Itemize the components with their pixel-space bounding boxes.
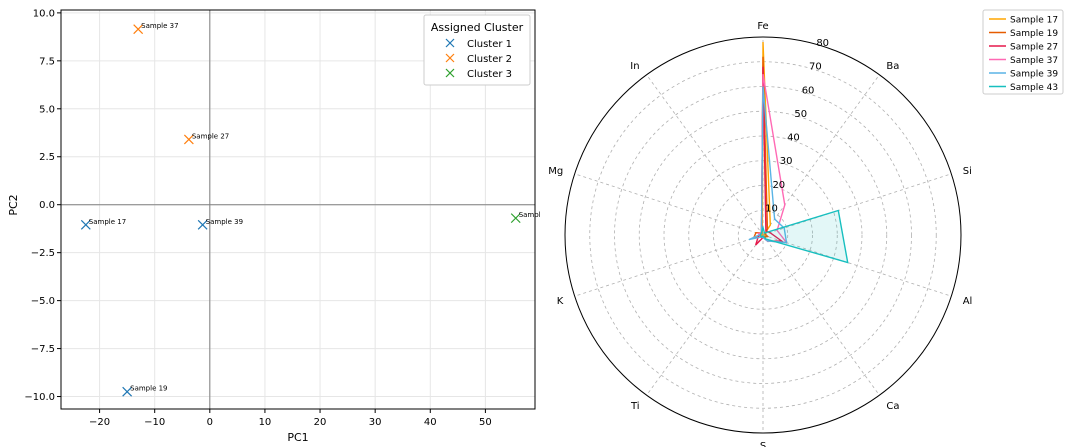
- radial-gridcircle: [663, 135, 863, 335]
- spoke-line: [646, 234, 764, 396]
- legend-entry-label: Sample 39: [1010, 70, 1058, 80]
- legend-entry-label: Cluster 3: [467, 69, 512, 80]
- x-tick-label: −20: [89, 417, 110, 428]
- scatter-y-axis: 10.0 7.5 5.0 2.5 0.0 −2.5 −5.0 −7.5 −10.0: [24, 8, 61, 403]
- radar-series: [748, 41, 849, 264]
- y-tick-label: −10.0: [24, 392, 55, 403]
- legend-entry-label: Cluster 1: [467, 39, 512, 50]
- axis-label: K: [557, 296, 564, 307]
- scatter-points: Sample 37 Sample 27 Sample 17 Sample 39 Samp…: [80, 22, 540, 397]
- y-tick-label: 10.0: [33, 8, 55, 19]
- scatter-point-stroke-b: [133, 24, 144, 35]
- pca-scatter-chart: −20 −10 0 10 20 30 40 50 10.0 7.5 5.0 2.5 0.0 −2.5 −5…: [7, 8, 540, 444]
- axis-label: Si: [963, 166, 972, 177]
- scatter-point: [510, 213, 521, 224]
- scatter-point: [133, 24, 144, 35]
- radial-tick-label: 50: [794, 109, 807, 120]
- scatter-point: [80, 219, 91, 230]
- scatter-point: [197, 219, 208, 230]
- scatter-zero-lines: [61, 10, 535, 409]
- legend-entry-label: Sample 17: [1010, 16, 1058, 26]
- legend-marker: [445, 38, 455, 48]
- legend-marker-stroke-b: [445, 68, 455, 78]
- axis-label: S: [760, 441, 766, 447]
- point-label: Sample 39: [206, 218, 243, 226]
- spoke-line: [762, 173, 952, 236]
- radial-tick-label: 70: [809, 62, 822, 73]
- radar-series-line: [759, 209, 849, 264]
- point-label: Sample 19: [130, 385, 167, 393]
- radar-outer-circle: [564, 36, 962, 434]
- x-tick-label: 30: [369, 417, 382, 428]
- scatter-point: [122, 386, 133, 397]
- radar-radial-tick-labels: 10 20 30 40 50 60 70 80: [765, 38, 829, 215]
- spoke-line: [762, 234, 952, 297]
- y-tick-label: 5.0: [39, 104, 55, 115]
- x-tick-label: 0: [207, 417, 213, 428]
- legend-box: [423, 14, 531, 86]
- legend-marker: [445, 68, 455, 78]
- y-tick-label: −7.5: [31, 344, 55, 355]
- radial-tick-label: 80: [816, 38, 829, 49]
- x-tick-label: 10: [259, 417, 272, 428]
- point-label: Sample 27: [192, 132, 229, 140]
- axis-label: Al: [963, 296, 973, 307]
- radial-gridcircle: [713, 185, 813, 285]
- y-tick-label: 0.0: [39, 200, 55, 211]
- scatter-point-stroke-b: [197, 219, 208, 230]
- legend-marker-stroke-b: [445, 38, 455, 48]
- spoke-line: [762, 234, 880, 396]
- legend-entry-label: Sample 27: [1010, 43, 1058, 53]
- spoke-line: [646, 74, 764, 236]
- scatter-point-stroke-b: [510, 213, 521, 224]
- scatter-plot-frame: [60, 9, 536, 410]
- spoke-line: [574, 173, 764, 236]
- x-tick-label: 50: [479, 417, 492, 428]
- legend-entry-label: Cluster 2: [467, 54, 512, 65]
- x-tick-label: 40: [424, 417, 437, 428]
- radial-tick-label: 30: [780, 156, 793, 167]
- axis-label: Mg: [548, 166, 563, 177]
- axis-label: Ca: [886, 401, 899, 412]
- sample-legend: Sample 17 Sample 19 Sample 27 Sample 37 Samp…: [982, 9, 1064, 95]
- y-tick-label: −2.5: [31, 248, 55, 259]
- radial-tick-label: 40: [787, 133, 800, 144]
- point-label: Sample 17: [89, 218, 126, 226]
- x-axis-label: PC1: [287, 431, 308, 444]
- scatter-x-axis: −20 −10 0 10 20 30 40 50: [89, 409, 492, 428]
- legend-entry-label: Sample 43: [1010, 83, 1058, 93]
- axis-label: Ti: [630, 401, 640, 412]
- y-axis-label: PC2: [7, 194, 20, 215]
- spoke-line: [574, 234, 764, 297]
- cluster-legend: Assigned Cluster Cluster 1 Cluster 2 Clust…: [423, 14, 531, 86]
- legend-entry-label: Sample 37: [1010, 56, 1058, 66]
- legend-title: Assigned Cluster: [431, 21, 524, 34]
- radial-tick-label: 20: [772, 180, 785, 191]
- scatter-point-stroke-b: [122, 386, 133, 397]
- x-tick-label: −10: [144, 417, 165, 428]
- legend-marker: [445, 53, 455, 63]
- legend-marker-stroke-b: [445, 53, 455, 63]
- axis-label: Ba: [886, 61, 899, 72]
- scatter-point: [183, 134, 194, 145]
- scatter-point-stroke-b: [80, 219, 91, 230]
- y-tick-label: 2.5: [39, 152, 55, 163]
- legend-entry-label: Sample 19: [1010, 29, 1058, 39]
- axis-label: In: [630, 61, 639, 72]
- y-tick-label: −5.0: [31, 296, 55, 307]
- x-tick-label: 20: [314, 417, 327, 428]
- scatter-point-stroke-b: [183, 134, 194, 145]
- radar-axis-labels: Fe Ba Si Al Ca S Ti K Mg In: [548, 21, 972, 447]
- spoke-line: [762, 74, 880, 236]
- radial-tick-label: 10: [765, 204, 778, 215]
- radial-tick-label: 60: [802, 85, 815, 96]
- point-label: Sample 37: [141, 22, 178, 30]
- point-label: Sample 43: [519, 211, 540, 219]
- axis-label: Fe: [757, 21, 768, 32]
- element-radar-chart: Fe Ba Si Al Ca S Ti K Mg In 10 20 30 40 50 60 70 80 Samp…: [548, 9, 1064, 447]
- y-tick-label: 7.5: [39, 56, 55, 67]
- radial-gridcircle: [614, 86, 912, 384]
